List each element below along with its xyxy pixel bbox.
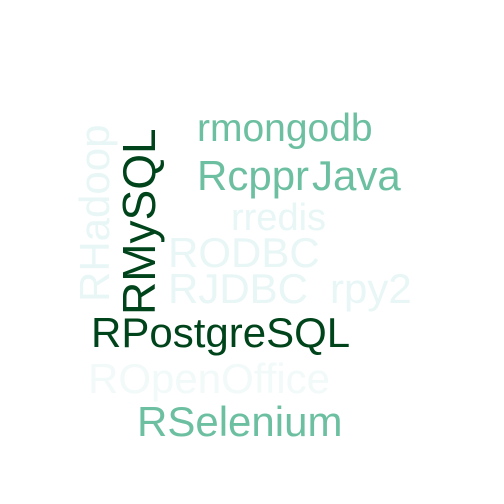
word-rjdbc: RJDBC (168, 268, 308, 310)
word-java: Java (312, 155, 401, 197)
word-rpy2: rpy2 (330, 268, 412, 310)
word-rmongodb: rmongodb (197, 109, 373, 148)
word-rpostgresql: RPostgreSQL (91, 312, 350, 354)
word-rcppr: Rcppr (197, 155, 309, 197)
word-rhadoop: RHadoop (74, 125, 116, 302)
word-ropenoffice: ROpenOffice (88, 358, 330, 400)
word-rmysql: RMySQL (116, 128, 162, 315)
word-rselenium: RSelenium (137, 401, 342, 443)
